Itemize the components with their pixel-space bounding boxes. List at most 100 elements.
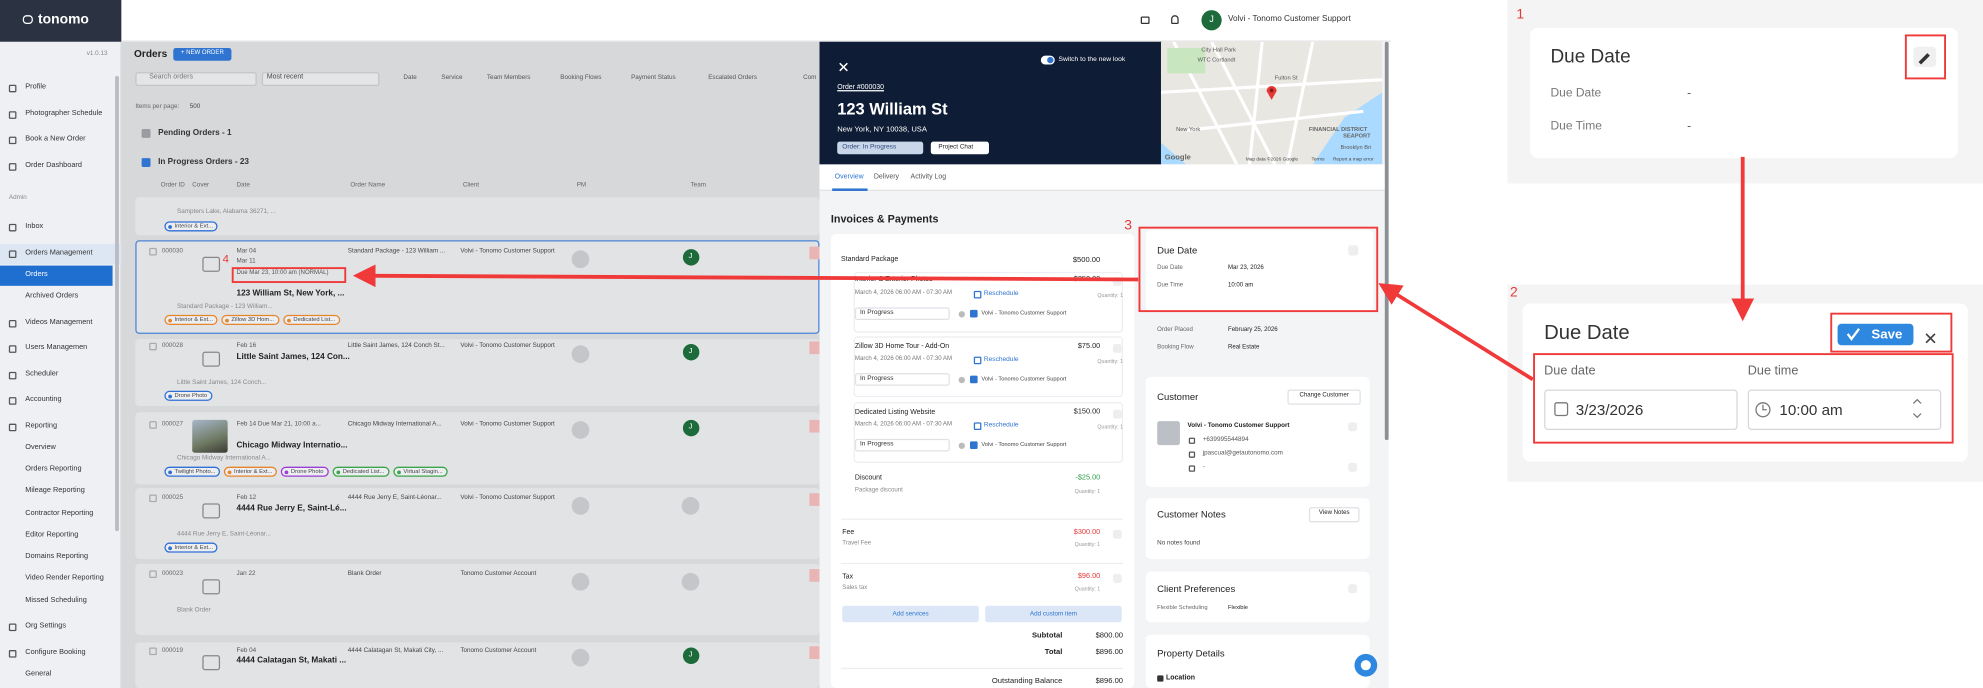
menu-item[interactable]: Configure Booking	[25, 648, 86, 657]
filter[interactable]: Escalated Orders	[708, 73, 758, 82]
menu-item[interactable]: Inbox	[25, 222, 44, 231]
map-link[interactable]: Terms	[1311, 156, 1325, 163]
total-value: $800.00	[1095, 632, 1124, 640]
menu-item[interactable]: General	[25, 670, 52, 679]
menu-item[interactable]: Orders Reporting	[25, 465, 82, 474]
tab[interactable]: Activity Log	[910, 173, 947, 182]
client: Volvi - Tonomo Customer Support	[460, 493, 555, 502]
search-box[interactable]	[135, 72, 257, 87]
cover-icon	[202, 503, 221, 519]
status-select[interactable]	[854, 307, 950, 320]
menu-item[interactable]: Video Render Reporting	[25, 574, 104, 582]
menu-icon	[8, 650, 17, 658]
chat-button[interactable]	[930, 141, 989, 155]
menu-item[interactable]: Mileage Reporting	[25, 487, 85, 495]
button-label: View Notes	[1318, 510, 1350, 517]
menu-item[interactable]: Contractor Reporting	[25, 509, 94, 518]
callout-number: 1	[1516, 6, 1525, 23]
menu-item[interactable]: Editor Reporting	[25, 531, 79, 539]
column-header: Order ID	[160, 181, 185, 190]
order-row[interactable]	[135, 488, 820, 560]
tab[interactable]: Delivery	[873, 173, 900, 182]
edit-button[interactable]	[1112, 409, 1122, 419]
edit-button[interactable]	[1112, 529, 1122, 539]
edit-button[interactable]	[1348, 422, 1357, 432]
menu-item[interactable]: Profile	[25, 83, 47, 92]
menu-item[interactable]: Photographer Schedule	[25, 110, 103, 118]
menu-item[interactable]: Missed Scheduling	[25, 597, 87, 605]
avatar-initial: J	[1209, 15, 1214, 25]
edit-button[interactable]	[1112, 276, 1122, 286]
quantity: Quantity: 1	[1074, 488, 1101, 495]
edit-button[interactable]	[1112, 574, 1122, 584]
user-name[interactable]: Volvi - Tonomo Customer Support	[1227, 14, 1351, 24]
checkbox	[149, 421, 157, 429]
toggle-knob	[1047, 56, 1054, 64]
filter[interactable]: Team Members	[486, 73, 531, 82]
field-value: Mar 23, 2026	[1227, 265, 1264, 272]
edit-button[interactable]	[1348, 462, 1357, 472]
order-row[interactable]	[135, 564, 820, 635]
filter[interactable]: Service	[441, 73, 463, 82]
menu-item[interactable]: Book a New Order	[25, 135, 86, 144]
menu-item[interactable]: Domains Reporting	[25, 552, 89, 561]
time-input[interactable]	[1747, 389, 1942, 431]
close-icon[interactable]	[838, 56, 848, 72]
address-city: New York, NY 10038, USA	[837, 126, 927, 135]
filter[interactable]: Com	[803, 73, 817, 82]
add-button[interactable]	[985, 605, 1122, 623]
sort-select[interactable]	[261, 72, 380, 87]
map-link[interactable]: Report a map error	[1332, 156, 1374, 163]
menu-item[interactable]: Videos Management	[25, 318, 93, 327]
view-notes-button[interactable]	[1308, 507, 1360, 523]
reschedule-link[interactable]: Reschedule	[983, 355, 1019, 364]
divider	[841, 562, 1124, 565]
menu-item[interactable]: Archived Orders	[25, 292, 79, 300]
tab[interactable]: Overview	[834, 173, 864, 182]
menu-icon	[8, 250, 17, 259]
reschedule-link[interactable]: Reschedule	[983, 421, 1019, 430]
edit-button[interactable]	[1913, 46, 1937, 68]
order-row[interactable]	[135, 642, 820, 688]
edit-button[interactable]	[1348, 584, 1357, 594]
menu-item[interactable]: Users Managemen	[25, 344, 88, 352]
order-row[interactable]	[135, 338, 820, 406]
service-item	[853, 271, 1124, 333]
customer-avatar	[1157, 421, 1180, 446]
menu-item[interactable]: Org Settings	[25, 622, 67, 630]
toggle-label: Switch to the new look	[1058, 56, 1126, 64]
line-sub: Sales tax	[842, 585, 868, 592]
edit-button[interactable]	[1112, 344, 1122, 353]
service-name: Dedicated Listing Website	[854, 408, 936, 417]
button-label: + NEW ORDER	[180, 50, 224, 57]
menu-item[interactable]: Accounting	[25, 395, 62, 404]
reschedule-link[interactable]: Reschedule	[983, 290, 1019, 298]
status-select[interactable]	[854, 373, 950, 386]
button-label: Add custom item	[1029, 609, 1078, 618]
menu-item[interactable]: Orders	[25, 270, 48, 279]
menu-item[interactable]: Orders Management	[25, 249, 93, 257]
new-order-button[interactable]	[173, 48, 232, 61]
filter[interactable]: Booking Flows	[560, 73, 602, 82]
client: Tonomo Customer Account	[460, 646, 537, 655]
field-label: Due Date	[1550, 86, 1602, 101]
menu-item[interactable]: Scheduler	[25, 370, 59, 379]
quantity: Quantity: 1	[1097, 292, 1124, 299]
menu-item[interactable]: Overview	[25, 444, 56, 452]
column-header: Cover	[192, 181, 210, 190]
edit-button[interactable]	[1348, 245, 1359, 256]
filter[interactable]: Date	[403, 73, 417, 82]
status-chip[interactable]	[837, 141, 924, 155]
order-row[interactable]	[135, 197, 820, 236]
status-select[interactable]	[854, 438, 950, 452]
pm-avatar	[571, 250, 590, 269]
status-value: In Progress	[859, 309, 894, 317]
menu-item[interactable]: Reporting	[25, 422, 58, 431]
avatar	[1201, 10, 1222, 31]
change-button[interactable]	[1287, 389, 1361, 405]
status-icon	[957, 310, 965, 317]
menu-icon	[8, 371, 17, 380]
filter[interactable]: Payment Status	[631, 73, 676, 82]
add-button[interactable]	[842, 605, 979, 623]
menu-item[interactable]: Order Dashboard	[25, 162, 82, 170]
